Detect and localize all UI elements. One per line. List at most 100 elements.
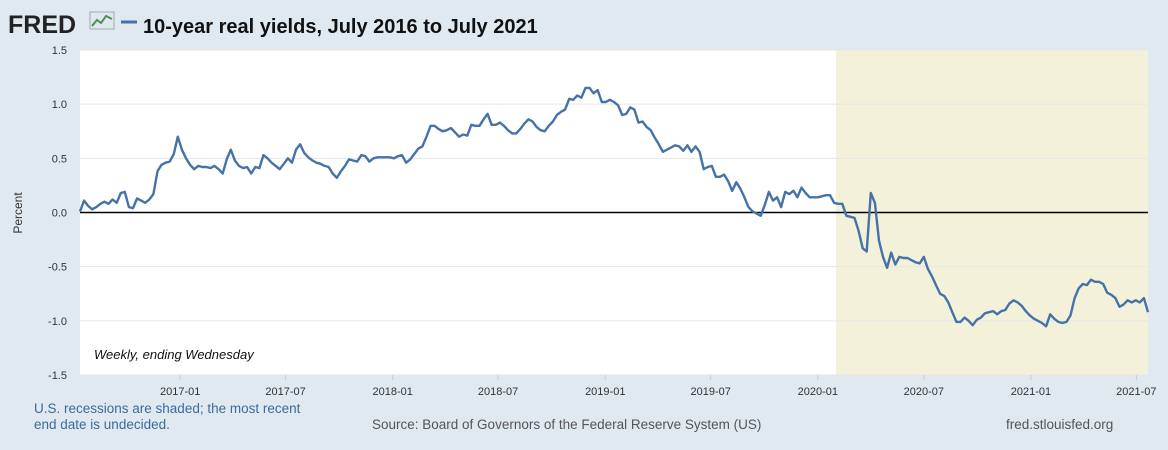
series-point (258, 167, 260, 169)
series-point (413, 153, 415, 155)
series-point (226, 158, 228, 160)
y-tick-label: 0.5 (52, 153, 67, 165)
series-point (201, 166, 203, 168)
recession-note: U.S. recessions are shaded; the most rec… (34, 401, 300, 433)
series-point (311, 159, 313, 161)
series-point (209, 167, 211, 169)
series-point (894, 263, 896, 265)
series-point (731, 190, 733, 192)
series-point (564, 108, 566, 110)
series-point (299, 143, 301, 145)
series-point (454, 131, 456, 133)
series-point (560, 111, 562, 113)
series-point (584, 87, 586, 89)
series-point (927, 268, 929, 270)
fred-logo[interactable]: FRED (8, 11, 76, 39)
series-point (776, 196, 778, 198)
series-point (360, 154, 362, 156)
series-point (230, 149, 232, 151)
x-tick-label: 2020-07 (904, 386, 944, 398)
series-point (99, 203, 101, 205)
series-point (450, 127, 452, 129)
y-tick-label: 0.0 (52, 208, 67, 220)
series-point (503, 125, 505, 127)
x-tick-label: 2021-01 (1011, 386, 1051, 398)
series-point (189, 164, 191, 166)
series-point (348, 158, 350, 160)
series-point (609, 99, 611, 101)
series-point (474, 125, 476, 127)
series-point (1020, 305, 1022, 307)
series-point (124, 191, 126, 193)
series-point (1086, 284, 1088, 286)
series-point (735, 181, 737, 183)
series-point (605, 101, 607, 103)
series-point (1147, 311, 1149, 313)
series-point (372, 157, 374, 159)
series-point (756, 212, 758, 214)
series-point (340, 170, 342, 172)
series-point (438, 128, 440, 130)
series-point (328, 166, 330, 168)
series-point (988, 311, 990, 313)
site-link[interactable]: fred.stlouisfed.org (1006, 417, 1114, 432)
series-point (902, 257, 904, 259)
series-point (1000, 310, 1002, 312)
series-point (943, 295, 945, 297)
series-point (486, 113, 488, 115)
series-point (739, 188, 741, 190)
series-point (976, 319, 978, 321)
series-point (1049, 313, 1051, 315)
series-point (662, 151, 664, 153)
series-point (364, 155, 366, 157)
series-point (1135, 299, 1137, 301)
series-point (279, 168, 281, 170)
series-point (845, 215, 847, 217)
series-point (495, 124, 497, 126)
series-point (140, 199, 142, 201)
series-point (617, 104, 619, 106)
series-point (421, 145, 423, 147)
series-point (103, 201, 105, 203)
series-point (568, 98, 570, 100)
series-point (1094, 281, 1096, 283)
series-point (323, 165, 325, 167)
series-point (401, 154, 403, 156)
series-point (592, 92, 594, 94)
series-point (1069, 314, 1071, 316)
series-point (1073, 297, 1075, 299)
x-tick-label: 2017-07 (265, 386, 305, 398)
series-point (727, 180, 729, 182)
series-point (882, 256, 884, 258)
series-point (1016, 301, 1018, 303)
series-point (222, 172, 224, 174)
x-tick-label: 2018-01 (373, 386, 413, 398)
series-point (556, 114, 558, 116)
series-point (1098, 281, 1100, 283)
series-point (132, 207, 134, 209)
x-axis-ticks: 2017-01 2017-07 2018-01 2018-07 2019-01 2019-… (160, 375, 1157, 398)
series-point (910, 259, 912, 261)
series-point (796, 196, 798, 198)
series-point (682, 150, 684, 152)
series-point (711, 165, 713, 167)
y-axis-ticks: 1.5 1.0 0.5 0.0 -0.5 -1.0 -1.5 (48, 45, 67, 382)
series-point (482, 118, 484, 120)
series-point (1053, 318, 1055, 320)
series-point (352, 159, 354, 161)
series-point (1110, 294, 1112, 296)
series-point (1061, 322, 1063, 324)
series-point (992, 310, 994, 312)
series-point (242, 167, 244, 169)
series-point (637, 121, 639, 123)
x-tick-label: 2018-07 (478, 386, 518, 398)
series-point (1131, 301, 1133, 303)
x-tick-label: 2021-07 (1116, 386, 1156, 398)
series-point (1065, 321, 1067, 323)
series-point (955, 321, 957, 323)
series-point (645, 126, 647, 128)
series-point (319, 163, 321, 165)
series-point (531, 120, 533, 122)
series-point (291, 162, 293, 164)
